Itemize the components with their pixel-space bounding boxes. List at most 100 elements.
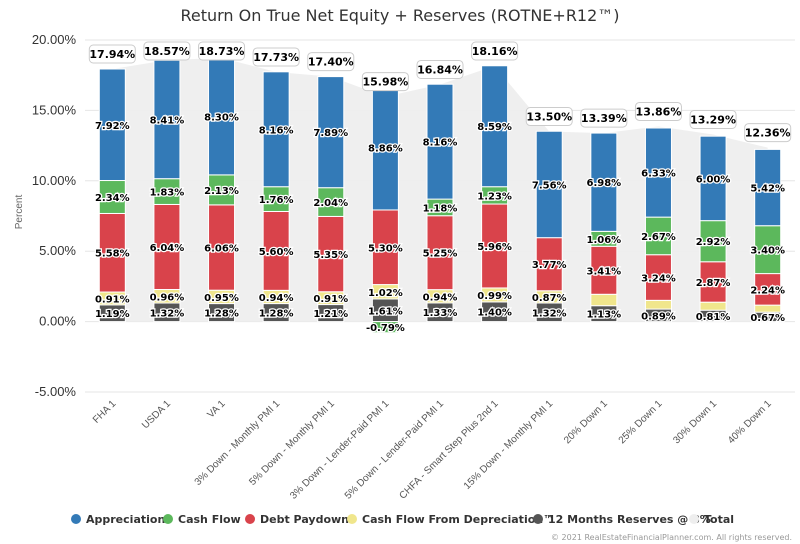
bar-cash-flow bbox=[262, 186, 290, 212]
total-label-layer: 17.94% 18.57% 18.73% 17.73% 17.40% 15.98% 16.8… bbox=[88, 41, 792, 143]
bar-debt-paydown bbox=[535, 237, 563, 292]
data-label-cash-flow-from-depreciation: 0.95% bbox=[204, 293, 239, 304]
total-label: 16.84% bbox=[417, 63, 463, 76]
bar-debt-paydown bbox=[98, 212, 126, 293]
bar-cash-flow bbox=[208, 174, 236, 206]
bar-appreciation bbox=[317, 76, 345, 189]
bar-cash-flow bbox=[644, 216, 672, 256]
total-label-box bbox=[689, 109, 737, 129]
legend-label: Cash Flow bbox=[178, 513, 241, 526]
x-tick-label: 5% Down - Lender-Paid PMI 1 bbox=[343, 398, 447, 502]
data-label-cash-flow: -0.79% bbox=[366, 323, 405, 334]
bar-layer bbox=[98, 57, 782, 334]
data-label-appreciation: 8.16% bbox=[259, 125, 294, 136]
legend-item: Debt Paydown bbox=[245, 513, 349, 526]
data-label-cash-flow: 1.06% bbox=[586, 235, 621, 246]
legend-marker bbox=[245, 514, 255, 524]
legend-item: Cash Flow From Depreciation™ bbox=[347, 513, 554, 526]
x-tick-label: 30% Down 1 bbox=[671, 398, 719, 446]
total-label-group: 13.86% bbox=[634, 101, 682, 121]
data-label-cash-flow-from-depreciation: 1.02% bbox=[368, 288, 403, 299]
bar-cash-flow bbox=[317, 187, 345, 217]
legend-marker bbox=[533, 514, 543, 524]
total-label-group: 18.73% bbox=[198, 41, 246, 61]
bar-cash-flow bbox=[754, 225, 782, 275]
data-label-cash-flow: 1.76% bbox=[259, 195, 294, 206]
chart-title: Return On True Net Equity + Reserves (RO… bbox=[180, 6, 619, 25]
total-label-box bbox=[525, 107, 573, 127]
legend: Appreciation Cash Flow Debt Paydown Cash Fl… bbox=[71, 513, 734, 526]
legend-item: Appreciation bbox=[71, 513, 165, 526]
total-label-group: 17.94% bbox=[88, 44, 136, 64]
data-label-appreciation: 8.41% bbox=[150, 115, 185, 126]
data-label-debt-paydown: 5.58% bbox=[95, 249, 130, 260]
total-label-box bbox=[471, 41, 519, 61]
bar-appreciation bbox=[481, 65, 509, 188]
legend-marker bbox=[71, 514, 81, 524]
data-label-debt-paydown: 3.24% bbox=[641, 274, 676, 285]
data-label-debt-paydown: 5.60% bbox=[259, 247, 294, 258]
total-label: 13.29% bbox=[690, 113, 736, 126]
data-label-12-months-reserves-8: 1.28% bbox=[259, 309, 294, 320]
total-label: 13.50% bbox=[526, 111, 572, 124]
total-label: 18.16% bbox=[472, 45, 518, 58]
data-label-debt-paydown: 6.06% bbox=[204, 244, 239, 255]
legend-item: Cash Flow bbox=[163, 513, 241, 526]
total-label: 18.57% bbox=[144, 45, 190, 58]
data-label-cash-flow: 1.18% bbox=[423, 203, 458, 214]
bar-appreciation bbox=[371, 84, 399, 211]
data-label-cash-flow-from-depreciation: 0.96% bbox=[150, 292, 185, 303]
y-tick-label: 15.00% bbox=[32, 102, 77, 117]
total-label-box bbox=[361, 72, 409, 92]
data-label-cash-flow: 2.13% bbox=[204, 186, 239, 197]
total-label-box bbox=[198, 41, 246, 61]
legend-label: Debt Paydown bbox=[260, 513, 349, 526]
bar-cash-flow-from-depreciation bbox=[590, 293, 618, 307]
data-label-cash-flow: 2.34% bbox=[95, 193, 130, 204]
total-label: 13.39% bbox=[581, 112, 627, 125]
legend-label: Appreciation bbox=[86, 513, 165, 526]
x-tick-label: VA 1 bbox=[205, 398, 228, 421]
data-label-cash-flow-from-depreciation: 0.94% bbox=[259, 293, 294, 304]
data-label-12-months-reserves-8: 1.28% bbox=[204, 309, 239, 320]
legend-marker bbox=[689, 514, 699, 524]
bar-appreciation bbox=[699, 135, 727, 222]
x-tick-label: FHA 1 bbox=[91, 398, 119, 426]
total-label-group: 18.16% bbox=[471, 41, 519, 61]
credit-text: © 2021 RealEstateFinancialPlanner.com. A… bbox=[551, 533, 792, 542]
y-tick-label: 0.00% bbox=[39, 314, 76, 329]
data-label-12-months-reserves-8: 1.21% bbox=[313, 309, 348, 320]
bar-debt-paydown bbox=[590, 245, 618, 295]
bar-appreciation bbox=[644, 127, 672, 218]
bar-appreciation bbox=[153, 59, 181, 180]
total-label-box bbox=[252, 47, 300, 67]
total-label: 13.86% bbox=[636, 105, 682, 118]
bar-appreciation bbox=[98, 68, 126, 182]
x-tick-label: CHFA - Smart Step Plus 2nd 1 bbox=[397, 398, 501, 502]
total-label: 18.73% bbox=[199, 45, 245, 58]
x-tick-label: 15% Down - Monthly PMI 1 bbox=[462, 398, 556, 492]
x-tick-label: 3% Down - Lender-Paid PMI 1 bbox=[288, 398, 392, 502]
data-label-appreciation: 8.59% bbox=[477, 122, 512, 133]
data-label-appreciation: 7.89% bbox=[313, 128, 348, 139]
data-label-cash-flow: 2.67% bbox=[641, 232, 676, 243]
legend-marker bbox=[347, 514, 357, 524]
data-label-appreciation: 8.16% bbox=[423, 138, 458, 149]
total-label-box bbox=[143, 41, 191, 61]
total-label-group: 16.84% bbox=[416, 59, 464, 79]
data-label-12-months-reserves-8: 1.33% bbox=[423, 308, 458, 319]
bar-appreciation bbox=[590, 132, 618, 232]
data-label-cash-flow-from-depreciation: 0.94% bbox=[423, 292, 458, 303]
data-label-appreciation: 8.86% bbox=[368, 144, 403, 155]
data-label-cash-flow-from-depreciation: 0.91% bbox=[95, 294, 130, 305]
data-label-12-months-reserves-8: 1.32% bbox=[532, 308, 567, 319]
category-label-layer: FHA 1 USDA 1 VA 13% Down - Monthly PMI 15%… bbox=[91, 398, 774, 502]
data-label-debt-paydown: 2.87% bbox=[696, 278, 731, 289]
bar-appreciation bbox=[754, 148, 782, 227]
data-label-debt-paydown: 5.35% bbox=[313, 250, 348, 261]
legend-label: 12 Months Reserves @ 8% bbox=[548, 513, 711, 526]
segment-label-layer: 1.19% 1.32% 1.28% 1.28% 1.21% 1.61% 1.33% 1.40%… bbox=[94, 111, 787, 335]
legend-item: Total bbox=[689, 513, 734, 526]
bar-cash-flow bbox=[371, 321, 399, 334]
